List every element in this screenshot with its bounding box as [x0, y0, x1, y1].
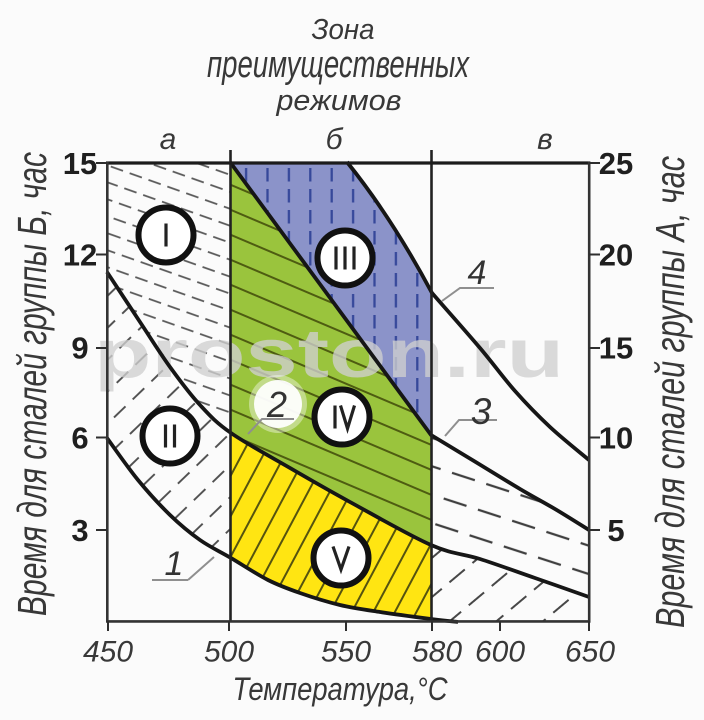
svg-text:3: 3 — [71, 513, 88, 548]
svg-text:20: 20 — [599, 238, 633, 273]
svg-text:б: б — [326, 123, 344, 156]
svg-text:500: 500 — [204, 636, 254, 669]
svg-text:10: 10 — [599, 421, 633, 456]
svg-text:5: 5 — [607, 513, 624, 548]
svg-text:Зона: Зона — [312, 14, 375, 46]
svg-text:9: 9 — [71, 331, 88, 366]
svg-text:1: 1 — [165, 545, 184, 583]
svg-text:Время для сталей группы Б, час: Время для сталей группы Б, час — [9, 152, 55, 616]
svg-text:15: 15 — [599, 331, 633, 366]
svg-text:режимов: режимов — [275, 85, 401, 117]
svg-text:Время для сталей группы А, час: Время для сталей группы А, час — [647, 156, 693, 628]
svg-text:2: 2 — [266, 384, 287, 425]
svg-text:а: а — [160, 123, 177, 156]
svg-text:Температура,°С: Температура,°С — [233, 671, 449, 707]
svg-text:6: 6 — [71, 421, 88, 456]
svg-text:550: 550 — [321, 636, 371, 669]
svg-text:3: 3 — [471, 391, 492, 432]
svg-text:15: 15 — [63, 146, 97, 181]
svg-text:25: 25 — [599, 146, 633, 181]
svg-text:4: 4 — [468, 254, 487, 292]
svg-text:650: 650 — [565, 636, 615, 669]
svg-text:580: 580 — [412, 636, 462, 669]
svg-text:в: в — [537, 123, 553, 156]
svg-text:12: 12 — [63, 238, 97, 273]
svg-text:proston.ru: proston.ru — [94, 315, 564, 392]
svg-text:450: 450 — [83, 636, 133, 669]
svg-text:600: 600 — [475, 636, 525, 669]
svg-text:преимущественных: преимущественных — [207, 44, 470, 86]
